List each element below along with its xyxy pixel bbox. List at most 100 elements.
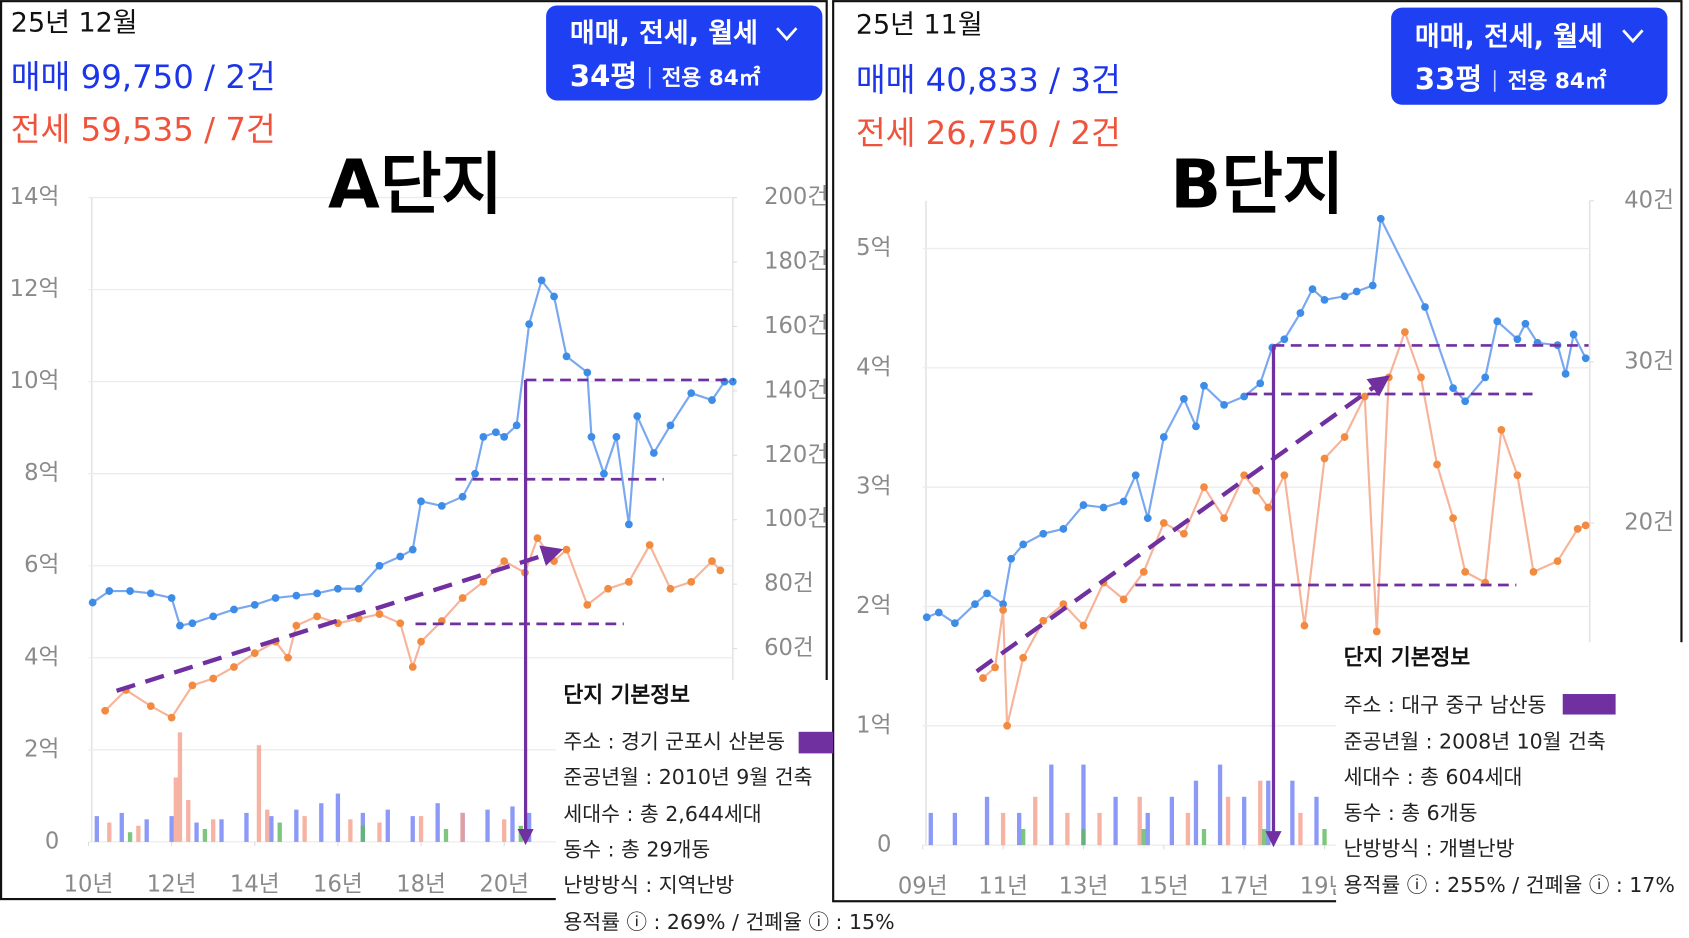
series-point bbox=[396, 552, 405, 561]
y-tick-label: 2억 bbox=[24, 736, 59, 762]
y2-tick-label: 20건 bbox=[1624, 509, 1674, 535]
series-point bbox=[146, 702, 155, 710]
filter-label[interactable]: 매매, 전세, 월세 bbox=[1415, 21, 1603, 52]
trend-arrow bbox=[115, 545, 564, 693]
series-point bbox=[188, 619, 197, 628]
series-point bbox=[687, 389, 696, 398]
info-line: 용적률 ⓘ : 255% / 건폐율 ⓘ : 17% bbox=[1344, 873, 1675, 897]
volume-bar bbox=[1201, 829, 1207, 846]
info-box bbox=[555, 903, 909, 938]
series-name: 매매 bbox=[11, 58, 71, 96]
filter-button[interactable] bbox=[546, 5, 823, 101]
series-point bbox=[1481, 373, 1490, 382]
size[interactable]: 34평 bbox=[570, 59, 637, 93]
series-point bbox=[1449, 384, 1457, 393]
volume-bar bbox=[1225, 796, 1231, 846]
y2-tick-label: 60건 bbox=[764, 635, 814, 661]
volume-bar bbox=[1258, 780, 1263, 846]
y-tick-label: 2억 bbox=[856, 593, 891, 619]
series-point bbox=[1200, 483, 1208, 492]
series-point bbox=[188, 681, 197, 690]
series-point bbox=[1079, 501, 1088, 509]
volume-bar bbox=[443, 828, 449, 842]
series-point bbox=[728, 377, 737, 386]
size[interactable]: 33평 bbox=[1415, 62, 1482, 96]
volume-bar bbox=[269, 816, 274, 842]
series-point bbox=[533, 534, 542, 543]
series-point bbox=[1264, 503, 1273, 512]
series-point bbox=[1461, 397, 1470, 406]
y2-tick-label: 120건 bbox=[764, 442, 828, 468]
area[interactable]: 전용 84㎡ bbox=[662, 65, 761, 91]
series-point bbox=[1513, 335, 1522, 344]
volume-bar bbox=[94, 816, 99, 842]
summary: 59,535 / 7건 bbox=[81, 111, 276, 149]
series-point bbox=[1240, 392, 1249, 401]
series-name: 전세 bbox=[11, 111, 71, 149]
x-tick-label: 20년 bbox=[479, 872, 529, 898]
series-point bbox=[583, 368, 592, 377]
series-point bbox=[1449, 514, 1457, 523]
trend-arrow bbox=[975, 375, 1391, 674]
series-point bbox=[1376, 214, 1385, 223]
y2-tick-label: 200건 bbox=[764, 184, 828, 210]
x-tick-label: 13년 bbox=[1059, 874, 1109, 900]
area[interactable]: 전용 84㎡ bbox=[1508, 68, 1607, 94]
series-point bbox=[550, 557, 558, 566]
series-point bbox=[934, 608, 943, 617]
panel-frame bbox=[832, 0, 1683, 903]
series-point bbox=[708, 557, 716, 566]
series-point bbox=[167, 594, 176, 602]
series-point bbox=[600, 469, 608, 478]
volume-bar bbox=[177, 732, 183, 842]
volume-bar bbox=[244, 812, 249, 842]
volume-bar bbox=[335, 793, 341, 842]
series-point bbox=[250, 600, 259, 609]
volume-bar bbox=[265, 809, 270, 842]
info-line: 난방방식 : 개별난방 bbox=[1344, 836, 1515, 860]
series-point bbox=[284, 653, 292, 662]
volume-bar bbox=[211, 819, 216, 842]
volume-bar bbox=[219, 819, 224, 842]
redaction bbox=[798, 731, 834, 754]
x-tick-label: 14년 bbox=[230, 872, 280, 898]
summary: 99,750 / 2건 bbox=[81, 58, 276, 96]
series-point bbox=[1039, 529, 1048, 538]
y-tick-label: 6억 bbox=[24, 552, 59, 578]
chevron[interactable] bbox=[776, 27, 798, 41]
volume-bar bbox=[319, 803, 324, 842]
series-point bbox=[1159, 519, 1168, 527]
y-tick-label: 3억 bbox=[856, 474, 891, 500]
x-tick-label: 17년 bbox=[1219, 874, 1269, 900]
series-point bbox=[991, 663, 999, 672]
info-box bbox=[1336, 642, 1689, 907]
sale-summary: 매매 40,833 / 3건 bbox=[856, 61, 1121, 99]
chevron[interactable] bbox=[1622, 29, 1644, 44]
x-tick-label: 18년 bbox=[396, 872, 446, 898]
y2-tick-label: 140건 bbox=[764, 377, 828, 403]
y-tick-label: 4억 bbox=[856, 354, 891, 380]
series-point bbox=[687, 577, 696, 586]
series-point bbox=[1143, 514, 1152, 523]
series-point bbox=[1019, 653, 1028, 662]
volume-bar bbox=[1065, 812, 1070, 846]
series-point bbox=[176, 621, 184, 630]
volume-bar bbox=[1049, 764, 1054, 846]
filter-button[interactable] bbox=[1391, 7, 1668, 105]
plot: 0 2억 4억 6억 8억 10억 12억 14억 60건 80건 100건 120건 140건 160건… bbox=[10, 184, 829, 897]
series-point bbox=[999, 600, 1007, 608]
series-point bbox=[666, 421, 675, 430]
volume-bar bbox=[186, 799, 191, 842]
filter-label[interactable]: 매매, 전세, 월세 bbox=[570, 18, 758, 49]
series-point bbox=[922, 613, 931, 622]
volume-bar bbox=[1322, 829, 1327, 846]
series-point bbox=[550, 292, 558, 301]
series-point bbox=[1417, 373, 1425, 382]
y-tick-label: 0 bbox=[877, 832, 891, 858]
volume-bar bbox=[144, 819, 149, 842]
volume-bar bbox=[1169, 796, 1175, 846]
volume-bar bbox=[1017, 812, 1022, 846]
info-line: 동수 : 총 6개동 bbox=[1344, 801, 1478, 825]
x-tick-label: 16년 bbox=[313, 872, 363, 898]
